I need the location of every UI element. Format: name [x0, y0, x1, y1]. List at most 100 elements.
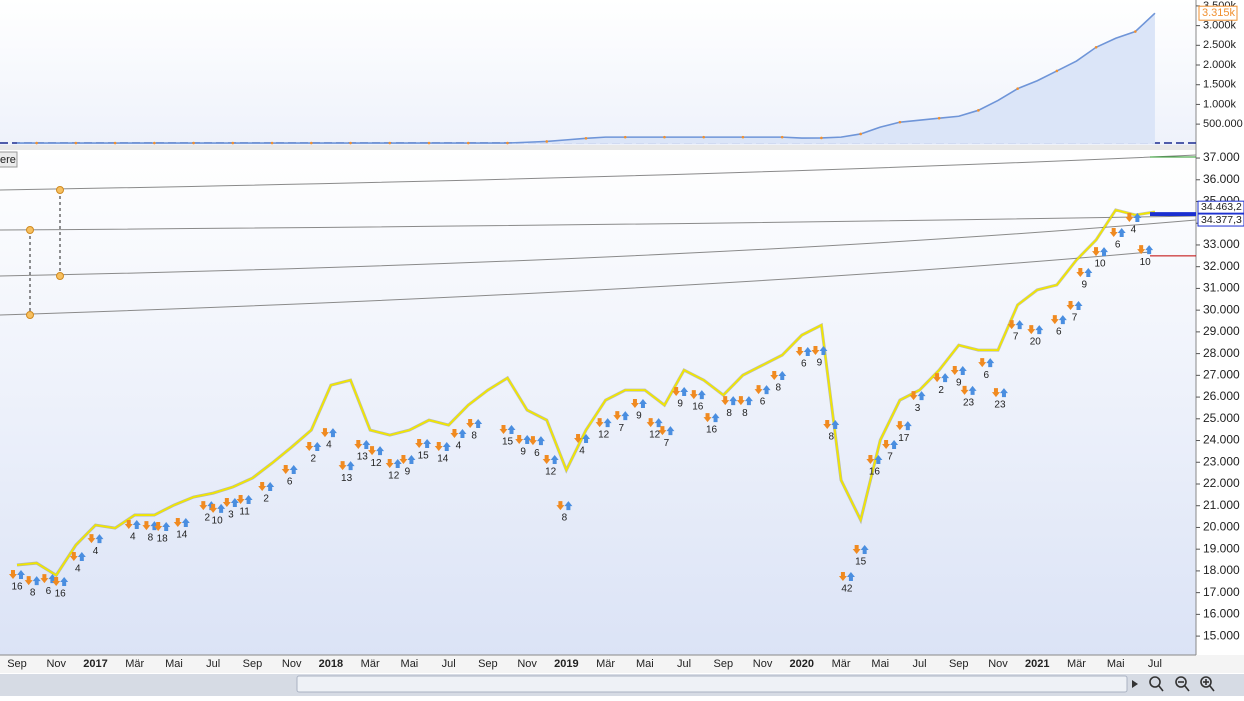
x-tick-label: Mai [1107, 658, 1125, 670]
sell-arrow [823, 420, 832, 430]
x-tick-label: Jul [442, 658, 456, 670]
sell-arrow [736, 396, 745, 406]
y-tick-label: 24.000 [1203, 433, 1240, 447]
curve [0, 251, 1151, 316]
signal-arrows [838, 571, 855, 581]
zoom-fit[interactable] [1149, 676, 1164, 692]
signal-count: 18 [157, 534, 169, 545]
zoom-in[interactable] [1200, 676, 1215, 692]
signal-arrows [515, 435, 532, 445]
signal-arrows [87, 534, 104, 544]
signal-count: 6 [983, 370, 989, 381]
x-tick-label: Mai [636, 658, 654, 670]
y-tick-label: 18.000 [1203, 563, 1240, 577]
buy-arrow [77, 551, 86, 561]
sell-arrow [258, 481, 267, 491]
sell-arrow [1027, 325, 1036, 335]
tool-button[interactable] [0, 151, 18, 168]
signal-count: 9 [956, 378, 962, 389]
signal-arrows [52, 577, 69, 587]
buy-arrow [313, 441, 322, 451]
sell-arrow [672, 387, 681, 397]
sell-arrow [991, 388, 1000, 398]
sell-arrow [209, 503, 218, 513]
signal-arrows [209, 503, 226, 513]
signal-arrows [866, 455, 883, 465]
zoom-out[interactable] [1175, 676, 1190, 692]
signal-arrows [1007, 320, 1024, 330]
signal-count: 16 [11, 582, 23, 593]
bar-dot [153, 141, 156, 145]
x-axis-panel [0, 655, 1244, 673]
scroll-arrow[interactable] [1132, 680, 1138, 688]
signal-arrows [124, 520, 141, 530]
x-tick-label: 2020 [790, 658, 814, 670]
main-pane [0, 150, 1196, 655]
sell-arrow [595, 418, 604, 428]
sell-arrow [434, 441, 443, 451]
x-tick-label: Sep [478, 658, 498, 670]
signal-count: 9 [405, 467, 411, 478]
y-tick-label: 17.000 [1203, 585, 1240, 599]
bar-dot [623, 135, 627, 139]
bar-dot [35, 141, 38, 145]
y-tick-label: 30.000 [1203, 302, 1240, 316]
signal-count: 6 [760, 397, 766, 408]
sell-arrow [852, 544, 861, 554]
sell-arrow [368, 446, 377, 456]
scroll-thumb[interactable] [296, 675, 1128, 693]
buy-arrow [986, 358, 995, 368]
x-tick-label: Mär [1067, 658, 1086, 670]
buy-arrow [442, 441, 451, 451]
handle [26, 311, 34, 319]
buy-arrow [711, 413, 720, 423]
x-tick-label: Nov [988, 658, 1008, 670]
sell-arrow [950, 365, 959, 375]
tool-button-label[interactable]: ere [0, 154, 16, 166]
buy-arrow [17, 569, 25, 579]
sell-arrow [399, 455, 408, 465]
trend-curves [0, 154, 1197, 316]
signal-count: 6 [46, 586, 52, 597]
signal-count: 4 [75, 564, 81, 575]
bar-dot [427, 141, 431, 145]
signal-count: 9 [817, 358, 823, 369]
buy-arrow [1058, 315, 1067, 325]
signal-arrows [450, 428, 467, 438]
buy-arrow [266, 481, 275, 491]
signal-count: 15 [418, 451, 430, 462]
signal-count: 16 [55, 589, 67, 600]
signal-arrows [9, 569, 25, 579]
signal-count: 14 [437, 454, 449, 465]
sell-arrow [305, 441, 314, 451]
bar-dot [859, 132, 862, 136]
signal-arrows [1092, 247, 1109, 257]
y-tick-label: 20.000 [1203, 520, 1240, 534]
signal-arrows [933, 373, 950, 383]
x-tick-label: Jul [677, 658, 691, 670]
signal-count: 12 [598, 430, 610, 441]
x-tick-label: Jul [1148, 658, 1162, 670]
buy-arrow [1074, 300, 1083, 310]
sell-arrow [689, 390, 698, 400]
sell-arrow [895, 421, 904, 431]
sell-arrow [1125, 212, 1134, 222]
signal-count: 9 [1082, 280, 1088, 291]
buy-arrow [162, 521, 171, 531]
signal-arrows [852, 544, 869, 554]
signal-count: 3 [915, 403, 921, 414]
signal-arrows [258, 481, 275, 491]
sell-arrow [882, 440, 891, 450]
x-tick-label: Nov [753, 658, 773, 670]
signal-count: 9 [520, 447, 526, 458]
buy-arrow [244, 495, 253, 505]
sell-arrow [173, 518, 182, 528]
bar-dot [702, 135, 705, 139]
buy-arrow [621, 411, 630, 421]
signal-count: 13 [357, 452, 369, 463]
signal-arrows [882, 440, 899, 450]
signal-count: 2 [310, 454, 316, 465]
signal-count: 6 [1115, 240, 1121, 251]
bar-dot [270, 141, 274, 145]
signal-count: 15 [855, 557, 867, 568]
